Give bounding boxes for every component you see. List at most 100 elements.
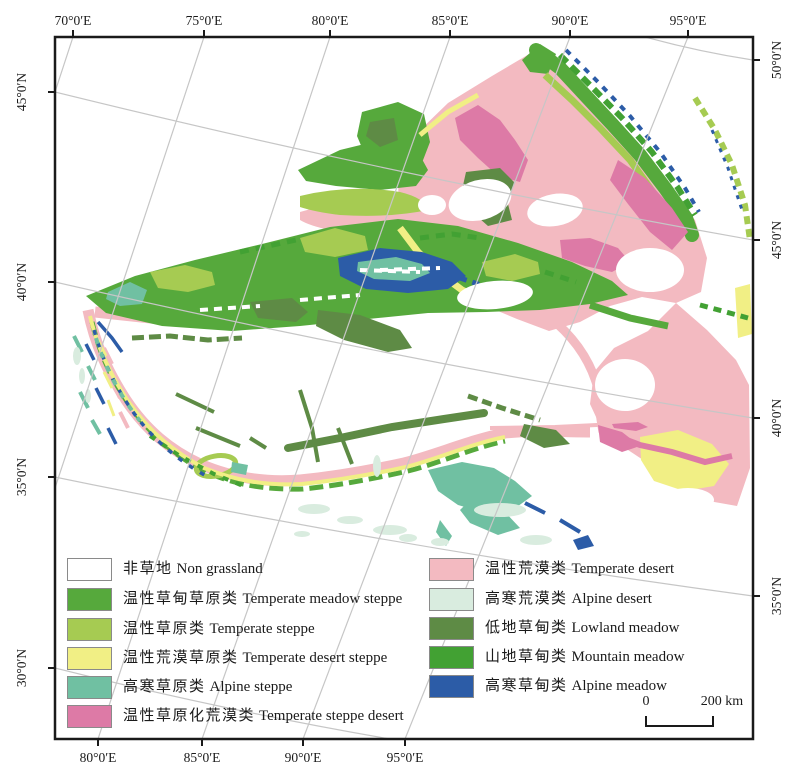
terrain-patch (557, 52, 698, 217)
meridian-line (201, 38, 451, 738)
terrain-patch (474, 503, 526, 517)
terrain-patch (522, 44, 556, 74)
legend-swatch (67, 588, 112, 611)
scale-bar: 0 200 km (612, 694, 772, 734)
terrain-patch (294, 531, 310, 537)
terrain-patch (520, 424, 570, 448)
terrain-patch (94, 337, 142, 423)
legend-right-column: 温性荒漠类 Temperate desert 高寒荒漠类 Alpine desert… (429, 558, 759, 704)
legend-swatch (67, 558, 112, 581)
terrain-patch (92, 329, 209, 479)
tick-label-right: 40°0′N (769, 398, 784, 438)
left-ticks (48, 91, 55, 669)
right-ticks (753, 59, 760, 597)
tick-label-top: 95°0′E (669, 13, 707, 28)
legend-item-label: 山地草甸类 Mountain meadow (485, 649, 685, 665)
legend-item-label: 温性草甸草原类 Temperate meadow steppe (123, 591, 403, 607)
terrain-patch (640, 430, 729, 491)
terrain-patch (316, 310, 412, 352)
bottom-ticks (97, 739, 406, 746)
legend-swatch (429, 558, 474, 581)
terrain-patch (467, 393, 541, 423)
terrain-patch (148, 434, 249, 490)
terrain-patch (662, 488, 714, 512)
tick-label-bottom: 90°0′E (284, 750, 322, 765)
terrain-patch (79, 368, 85, 384)
terrain-patch (366, 118, 398, 147)
legend-item-label: 低地草甸类 Lowland meadow (485, 620, 680, 636)
tick-label-right: 35°0′N (769, 576, 784, 616)
terrain-patch (298, 102, 430, 190)
tick-label-top: 85°0′E (431, 13, 469, 28)
terrain-patch (489, 421, 639, 430)
meridian-line (56, 38, 74, 91)
terrain-patch (431, 538, 449, 546)
terrain-patch (564, 48, 701, 214)
terrain-patch (399, 534, 417, 542)
terrain-patch (131, 333, 243, 343)
top-ticks (72, 30, 689, 37)
terrain-patch (699, 302, 749, 321)
terrain-patch (300, 188, 428, 216)
terrain-patch (199, 266, 441, 312)
terrain-patch (418, 92, 480, 137)
terrain-patch (455, 105, 528, 182)
legend-item-label: 高寒草原类 Alpine steppe (123, 679, 293, 695)
terrain-patch (84, 320, 124, 445)
tick-label-left: 30°0′N (14, 648, 29, 688)
terrain-patch (595, 359, 655, 411)
terrain-patch (239, 231, 577, 285)
terrain-patch (735, 284, 752, 338)
areas-non-grassland (418, 178, 714, 512)
terrain-patch (692, 96, 752, 241)
terrain-patch (529, 43, 699, 242)
terrain-patch (616, 248, 684, 292)
terrain-patch (250, 298, 308, 322)
areas-mountain-meadow (148, 52, 749, 490)
scale-bar-bracket (645, 716, 714, 727)
legend-left-column: 非草地 Non grassland 温性草甸草原类 Temperate meadow… (67, 558, 427, 734)
legend-swatch (429, 617, 474, 640)
areas-temperate-steppe-desert (455, 105, 733, 466)
tick-label-left: 45°0′N (14, 72, 29, 112)
scale-bar-max-label: 200 km (700, 694, 744, 709)
terrain-patch (73, 347, 81, 365)
tick-label-top: 90°0′E (551, 13, 589, 28)
areas-alpine-steppe (72, 257, 532, 546)
parallel-line (56, 281, 752, 419)
terrain-patch (373, 455, 381, 477)
legend-item-label: 温性草原化荒漠类 Temperate steppe desert (123, 708, 404, 724)
tick-label-bottom: 80°0′E (79, 750, 117, 765)
tick-label-left: 35°0′N (14, 457, 29, 497)
terrain-patch (193, 453, 239, 479)
meridian-line (56, 38, 205, 487)
terrain-patch (175, 389, 354, 465)
legend-swatch (429, 675, 474, 698)
terrain-patch (448, 178, 512, 222)
terrain-patch (573, 535, 594, 550)
terrain-patch (598, 425, 640, 452)
legend-swatch (67, 705, 112, 728)
terrain-patch (527, 193, 583, 227)
terrain-patch (284, 409, 488, 452)
tick-label-top: 75°0′E (185, 13, 223, 28)
meridian-line (302, 38, 571, 738)
legend-item-label: 温性荒漠草原类 Temperate desert steppe (123, 650, 388, 666)
tick-label-bottom: 95°0′E (386, 750, 424, 765)
terrain-patch (102, 347, 130, 429)
scale-bar-zero-label: 0 (642, 694, 650, 709)
tick-label-right: 50°0′N (769, 40, 784, 80)
tick-label-right: 45°0′N (769, 220, 784, 260)
legend-item-label: 温性草原类 Temperate steppe (123, 621, 315, 637)
legend-swatch (67, 676, 112, 699)
terrain-patch (588, 301, 669, 330)
tick-label-left: 40°0′N (14, 262, 29, 302)
legend-swatch (67, 618, 112, 641)
parallel-line (56, 91, 752, 241)
legend-item-label: 高寒荒漠类 Alpine desert (485, 591, 652, 607)
tick-label-top: 70°0′E (54, 13, 92, 28)
terrain-patch (457, 280, 533, 310)
legend-item-label: 温性荒漠类 Temperate desert (485, 561, 675, 577)
legend-item-label: 高寒草甸类 Alpine meadow (485, 678, 667, 694)
